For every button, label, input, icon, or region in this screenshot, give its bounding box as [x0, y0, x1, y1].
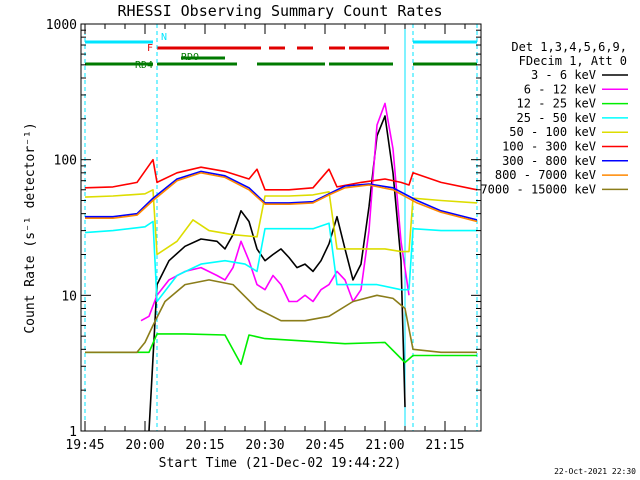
chart-title: RHESSI Observing Summary Count Rates	[117, 2, 442, 20]
series-line-4	[84, 220, 477, 303]
series-line-1	[148, 115, 406, 432]
legend-label-8: 800 - 7000 keV	[495, 168, 596, 182]
x-axis-ticks: 19:45 20:00 20:15 20:30 20:45 21:00 21:15	[65, 24, 466, 453]
flag-rdo-label: RDO	[181, 52, 199, 63]
x-tick-label: 20:15	[185, 438, 224, 453]
series-lines	[84, 102, 478, 432]
x-tick-label: 21:15	[425, 438, 464, 453]
series-line-5	[84, 189, 478, 256]
x-tick-label: 20:00	[125, 438, 164, 453]
y-axis-label: Count Rate (s⁻¹ detector⁻¹)	[23, 122, 38, 333]
flag-f-label: F	[147, 43, 153, 54]
y-tick-label: 1	[69, 425, 77, 440]
legend-label-1: 3 - 6 keV	[531, 68, 596, 82]
x-axis-label: Start Time (21-Dec-02 19:44:22)	[159, 456, 402, 471]
legend-label-7: 300 - 800 keV	[502, 154, 596, 168]
y-tick-label: 100	[54, 154, 77, 169]
series-line-6	[84, 158, 478, 191]
legend-header-line-1: Det 1,3,4,5,6,9,	[511, 40, 627, 54]
legend-header-line-2: FDecim 1, Att 0	[519, 54, 627, 68]
x-tick-label: 19:45	[65, 438, 104, 453]
legend-label-5: 50 - 100 keV	[509, 125, 596, 139]
series-line-9	[85, 279, 477, 354]
series-line-8	[85, 172, 478, 223]
generated-timestamp: 22-Oct-2021 22:30	[554, 467, 636, 476]
legend-label-2: 6 - 12 keV	[524, 82, 596, 96]
legend-label-9: 7000 - 15000 keV	[480, 182, 596, 196]
x-tick-label: 21:00	[365, 438, 404, 453]
y-tick-label: 1000	[46, 18, 77, 33]
plot-frame	[80, 23, 482, 432]
x-tick-label: 20:30	[245, 438, 284, 453]
series-line-2	[140, 102, 410, 322]
legend-label-3: 12 - 25 keV	[517, 97, 596, 111]
y-axis-ticks: 1 10 100 1000	[46, 18, 481, 440]
flag-n-label: N	[161, 32, 167, 43]
flag-rd4-label: RD4	[135, 60, 153, 71]
y-tick-label: 10	[61, 289, 77, 304]
series-line-7	[85, 170, 478, 221]
legend-label-4: 25 - 50 keV	[517, 111, 596, 125]
series-line-3	[85, 333, 477, 366]
legend-label-6: 100 - 300 keV	[502, 140, 596, 154]
x-tick-label: 20:45	[305, 438, 344, 453]
observing-flags: NF RDO RD4	[85, 32, 477, 71]
